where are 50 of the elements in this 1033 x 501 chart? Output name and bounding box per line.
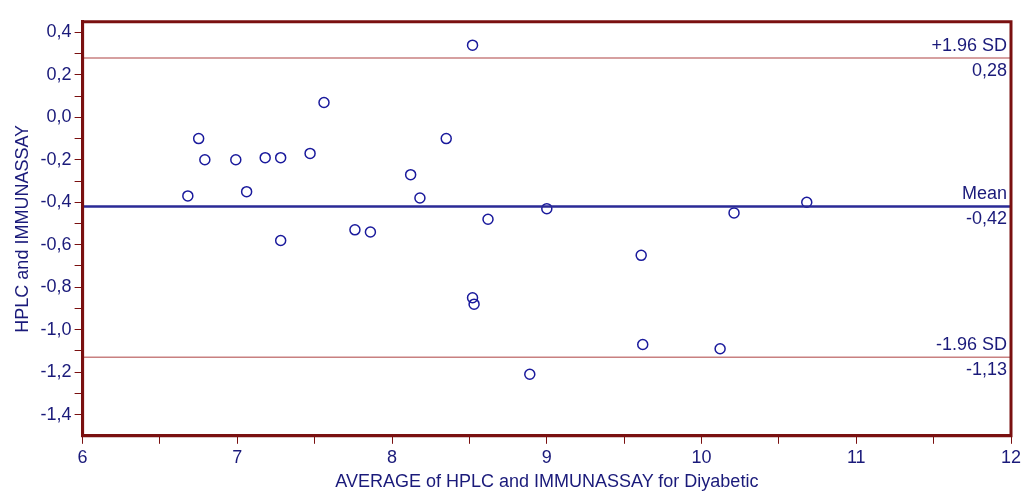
point bbox=[636, 338, 649, 351]
point bbox=[230, 154, 242, 166]
x-tick-label: 10 bbox=[691, 446, 712, 467]
x-tick-label: 11 bbox=[846, 446, 866, 467]
point bbox=[524, 368, 536, 380]
x-tick-label: 8 bbox=[387, 446, 398, 467]
point bbox=[468, 298, 480, 310]
annotation: 0,28 bbox=[971, 59, 1007, 80]
point bbox=[404, 168, 417, 181]
ref-line-label: -1.96 SD bbox=[935, 334, 1007, 355]
annotation: -0,42 bbox=[965, 208, 1007, 229]
x-tick-label: 6 bbox=[77, 446, 88, 467]
y-tick-label: -1,4 bbox=[40, 403, 72, 424]
point bbox=[192, 132, 205, 145]
point bbox=[482, 213, 494, 225]
y-tick-label: -0,4 bbox=[40, 191, 72, 212]
point bbox=[440, 132, 452, 145]
y-tick-label: 0,4 bbox=[46, 21, 72, 42]
x-tick-label: 7 bbox=[232, 446, 243, 467]
point bbox=[364, 226, 377, 238]
annotation: -1,13 bbox=[965, 359, 1007, 380]
y-tick-label: -1,0 bbox=[40, 318, 72, 339]
point bbox=[318, 96, 330, 109]
point bbox=[728, 207, 740, 219]
y-tick-label: -0,6 bbox=[40, 233, 72, 254]
point bbox=[274, 234, 287, 247]
y-tick-label: -0,8 bbox=[40, 276, 72, 297]
x-axis-title: AVERAGE of HPLC and IMMUNASSAY for Diyabetic bbox=[335, 471, 759, 492]
x-tick-label: 9 bbox=[541, 446, 552, 467]
point bbox=[714, 343, 726, 355]
y-tick-label: -0,2 bbox=[40, 148, 72, 169]
ref-line-label: Mean bbox=[961, 183, 1007, 204]
point bbox=[466, 292, 479, 304]
point bbox=[199, 154, 211, 166]
y-tick-label: -1,2 bbox=[40, 361, 72, 382]
point bbox=[635, 249, 647, 262]
point bbox=[259, 151, 271, 164]
point bbox=[304, 147, 316, 160]
point bbox=[240, 185, 253, 198]
point bbox=[466, 39, 479, 51]
point bbox=[414, 192, 426, 204]
y-axis-title: HPLC and IMMUNASSAY bbox=[11, 124, 32, 333]
x-tick-label: 12 bbox=[1000, 446, 1022, 467]
ref-line-label: +1.96 SD bbox=[931, 34, 1007, 55]
point bbox=[182, 190, 194, 202]
point bbox=[349, 224, 361, 236]
y-tick-label: 0,2 bbox=[46, 63, 72, 84]
point bbox=[541, 202, 553, 215]
point bbox=[274, 151, 287, 164]
y-tick-label: 0,0 bbox=[46, 106, 72, 127]
